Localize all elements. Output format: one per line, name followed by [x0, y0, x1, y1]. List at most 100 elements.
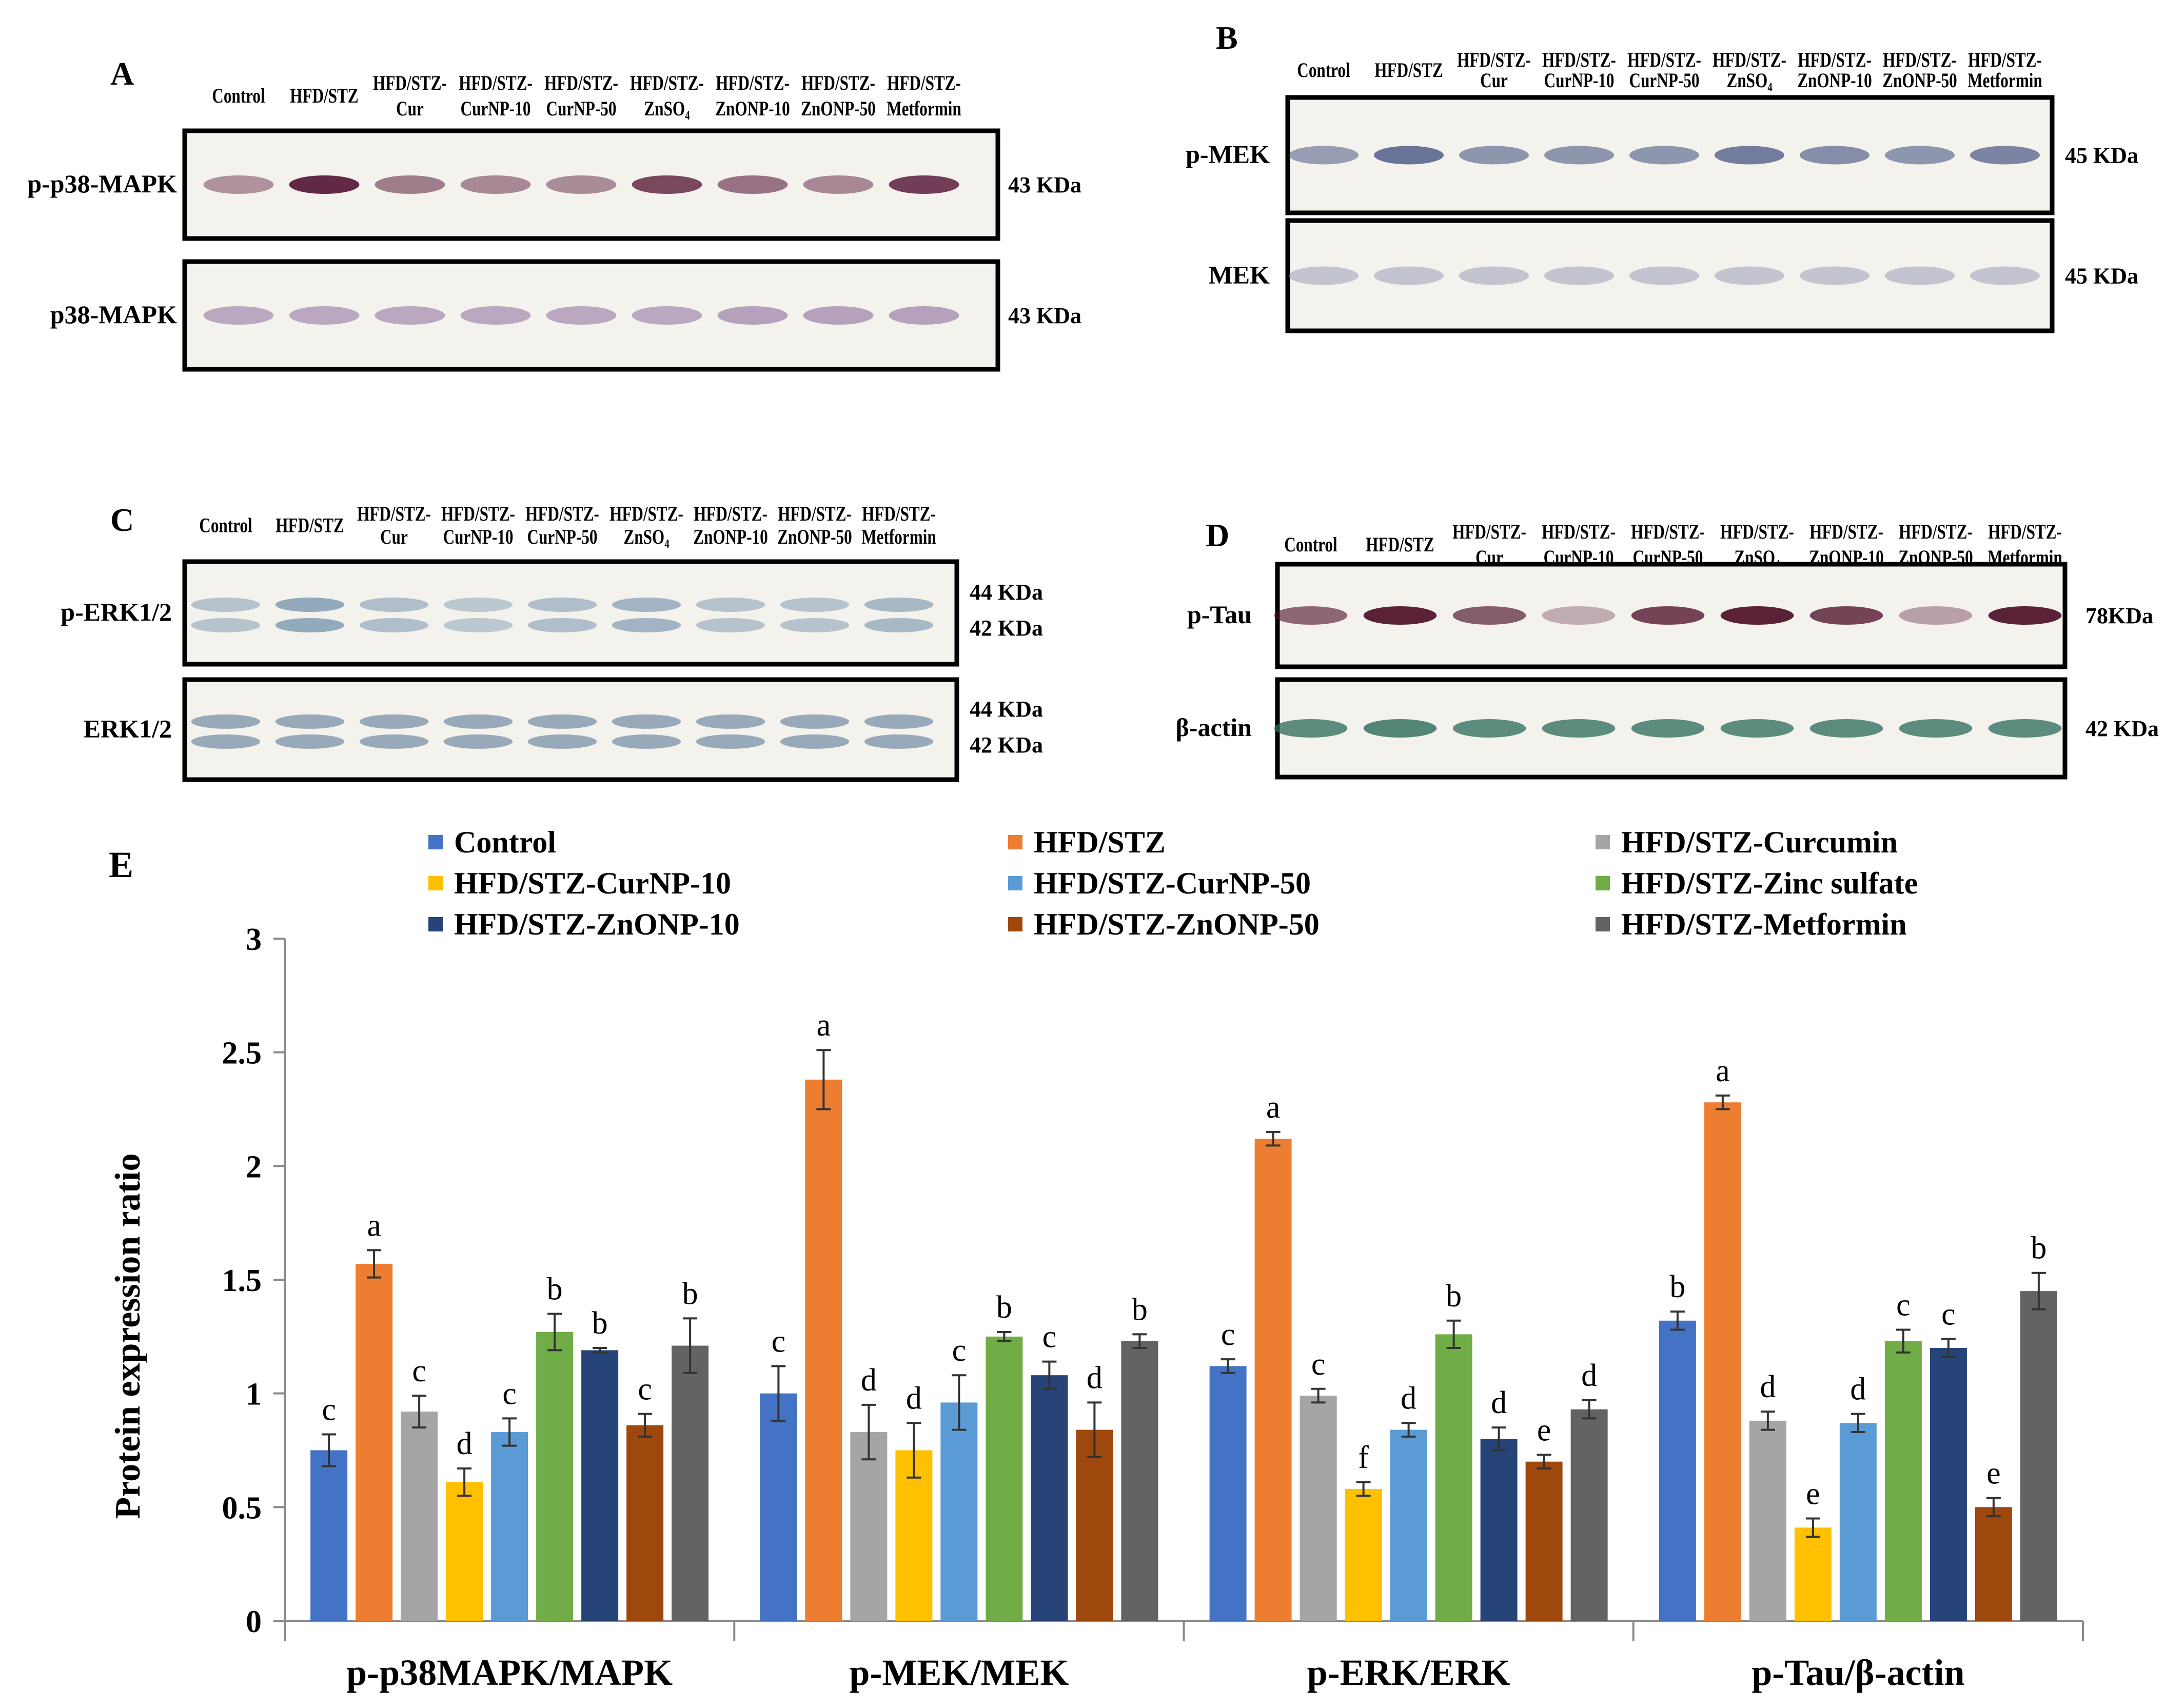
blot-band [275, 618, 345, 632]
significance-letter: e [1537, 1413, 1551, 1447]
bar [850, 1432, 888, 1621]
blot-band [1544, 146, 1615, 165]
blot-band [1629, 146, 1700, 165]
blot-band [289, 306, 360, 325]
molecular-weight-label: 45 KDa [2065, 143, 2138, 168]
blot-band [780, 714, 850, 729]
blot-band [527, 714, 597, 729]
x-tick-label: p-p38MAPK/MAPK [346, 1652, 673, 1693]
lane-label: CurNP-50 [1629, 69, 1700, 92]
blot-band [1884, 266, 1955, 285]
lane-label: ZnSO₄ [644, 97, 690, 120]
blot-band [275, 734, 345, 749]
significance-letter: d [457, 1426, 473, 1461]
blot-band [864, 734, 934, 749]
lane-label: HFD/STZ- [887, 71, 961, 94]
significance-letter: d [906, 1381, 922, 1416]
bar [1839, 1423, 1877, 1621]
significance-letter: d [1850, 1372, 1866, 1407]
bar [1390, 1429, 1427, 1621]
lane-label: ZnONP-10 [693, 525, 768, 548]
x-tick-label: p-Tau/β-actin [1751, 1652, 1964, 1693]
y-tick-label: 1 [246, 1377, 262, 1412]
blot-band [375, 175, 445, 194]
lane-label: Cur [1480, 69, 1508, 92]
lane-label: HFD/STZ- [694, 502, 767, 525]
blot-band [780, 734, 850, 749]
blot-band [1884, 146, 1955, 165]
bar [1570, 1409, 1608, 1621]
y-tick-label: 0.5 [222, 1491, 262, 1525]
lane-label: ZnSO₄ [1726, 69, 1772, 92]
lane-label: HFD/STZ- [441, 502, 515, 525]
legend-label: HFD/STZ-ZnONP-10 [454, 907, 740, 941]
bar [626, 1425, 664, 1621]
blot-band [1544, 266, 1615, 285]
blot-band [203, 306, 274, 325]
blot-band [203, 175, 274, 194]
blot-band [1714, 146, 1785, 165]
lane-label: HFD/STZ- [1899, 520, 1973, 543]
lane-label: CurNP-10 [1544, 69, 1615, 92]
lane-label: HFD/STZ- [1542, 520, 1616, 543]
blot-band [275, 598, 345, 612]
significance-letter: f [1358, 1440, 1369, 1475]
legend-swatch [1596, 835, 1610, 849]
significance-letter: b [996, 1290, 1012, 1325]
bar [1121, 1341, 1158, 1621]
lane-label: HFD/STZ- [1798, 48, 1872, 71]
y-tick-label: 1.5 [222, 1263, 262, 1298]
bar [1031, 1375, 1068, 1621]
lane-label: HFD/STZ- [1720, 520, 1794, 543]
bar [1435, 1334, 1472, 1621]
bar [401, 1412, 438, 1621]
legend-swatch [1596, 876, 1610, 890]
bar [536, 1332, 574, 1621]
blot-band [359, 618, 429, 632]
blot-band [612, 714, 681, 729]
significance-letter: d [1581, 1358, 1597, 1393]
blot-band [803, 306, 874, 325]
significance-letter: d [1760, 1369, 1776, 1404]
blot-band [1629, 266, 1700, 285]
molecular-weight-label: 44 KDa [970, 697, 1043, 722]
molecular-weight-label: 42 KDa [970, 732, 1043, 758]
significance-letter: c [1941, 1297, 1956, 1332]
molecular-weight-label: 44 KDa [970, 580, 1043, 605]
lane-label: CurNP-10 [443, 525, 514, 548]
significance-letter: c [772, 1324, 786, 1359]
lane-label: ZnSO₄ [623, 525, 669, 548]
lane-label: CurNP-50 [527, 525, 598, 548]
bar [1794, 1527, 1832, 1621]
bar [1345, 1488, 1382, 1621]
lane-label: HFD/STZ- [357, 502, 431, 525]
bar [1300, 1396, 1337, 1621]
blot-band [527, 734, 597, 749]
lane-label: HFD/STZ- [1883, 48, 1957, 71]
blot-band [527, 598, 597, 612]
blot-band [375, 306, 445, 325]
bar [805, 1079, 842, 1621]
blot-band [612, 734, 681, 749]
blot-band [191, 714, 261, 729]
lane-label: HFD/STZ [1374, 58, 1443, 82]
blot-band [1288, 146, 1359, 165]
chart-legend: Control HFD/STZ HFD/STZ-Curcumin HFD/STZ-Cu… [428, 825, 1918, 941]
blot-band [546, 175, 617, 194]
significance-letter: b [547, 1272, 563, 1307]
blot-panel-d: D Control HFD/STZHFD/STZ-CurHFD/STZ-CurNP-… [1175, 517, 2159, 780]
blot-band [612, 618, 681, 632]
blot-row-label: ERK1/2 [84, 714, 172, 743]
legend-label: HFD/STZ-Curcumin [1621, 825, 1898, 859]
blot-band [546, 306, 617, 325]
blot-band [889, 306, 959, 325]
blot-membrane [1285, 218, 2055, 333]
blot-band [460, 175, 531, 194]
significance-letter: b [2031, 1231, 2046, 1266]
significance-letter: c [502, 1376, 517, 1411]
blot-band [1714, 266, 1785, 285]
blot-band [717, 306, 788, 325]
blot-band [1452, 606, 1526, 625]
panel-letter: B [1216, 19, 1238, 56]
